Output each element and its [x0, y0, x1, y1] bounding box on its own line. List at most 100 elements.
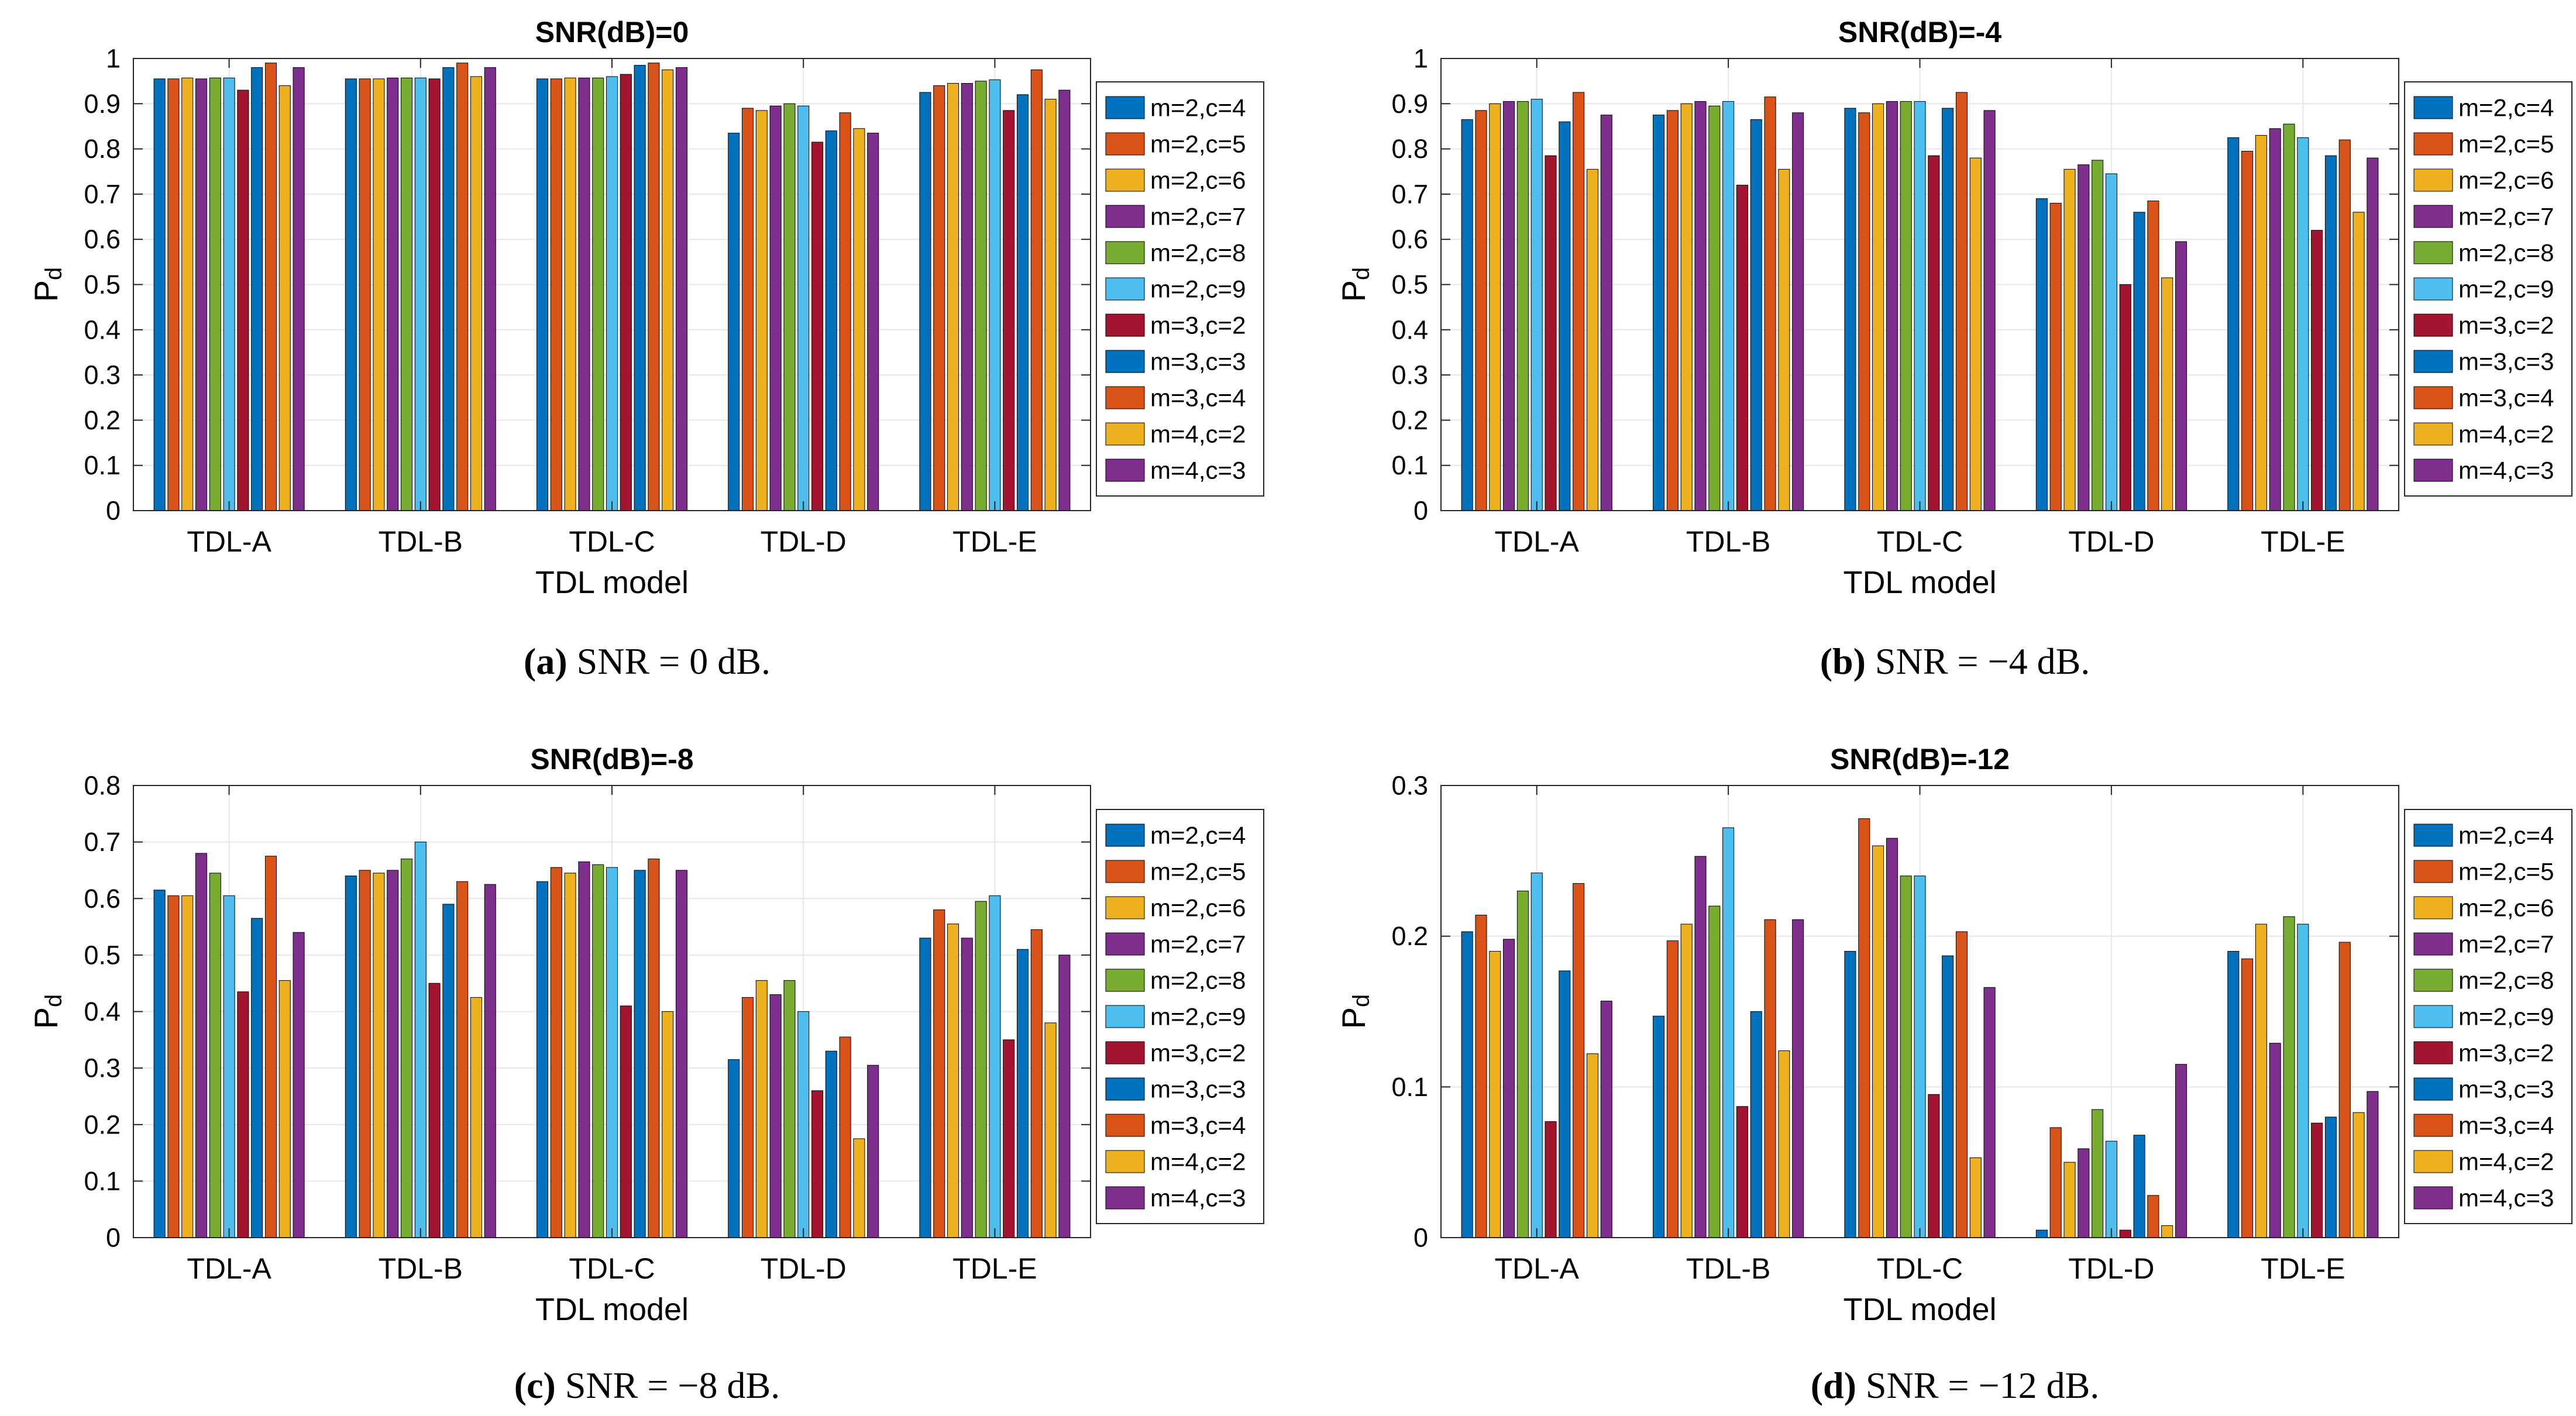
legend-label: m=2,c=9 — [2458, 275, 2554, 303]
bar-m-2-c-6-TDL-B — [373, 78, 385, 511]
bar-m-4-c-3-TDL-A — [293, 67, 305, 511]
bar-m-2-c-7-TDL-E — [961, 938, 973, 1238]
bar-m-2-c-9-TDL-B — [414, 842, 427, 1238]
y-tick-label: 0.7 — [1391, 179, 1428, 209]
bar-m-2-c-4-TDL-D — [728, 133, 740, 511]
bar-m-2-c-4-TDL-A — [1461, 119, 1473, 511]
bar-m-2-c-8-TDL-A — [209, 77, 221, 511]
x-tick-label-TDL-A: TDL-A — [187, 525, 271, 558]
bar-m-4-c-2-TDL-D — [853, 128, 865, 511]
legend-swatch-m-2-c-6 — [1105, 168, 1145, 192]
legend-label: m=2,c=4 — [2458, 822, 2554, 849]
bar-m-2-c-7-TDL-D — [2078, 1148, 2090, 1238]
legend-swatch-m-4-c-3 — [1105, 459, 1145, 482]
bar-m-3-c-4-TDL-D — [839, 112, 851, 511]
bar-m-2-c-5-TDL-D — [742, 997, 754, 1238]
y-tick-label: 0.8 — [1391, 134, 1428, 164]
bar-m-3-c-3-TDL-E — [1016, 949, 1029, 1238]
bar-m-4-c-2-TDL-E — [1044, 1022, 1057, 1238]
y-tick-label: 0.1 — [1391, 1072, 1428, 1102]
legend-swatch-m-2-c-7 — [1105, 205, 1145, 228]
legend-swatch-m-3-c-3 — [1105, 1077, 1145, 1101]
panel-caption: (a) SNR = 0 dB. — [524, 640, 771, 682]
legend-swatch-m-2-c-7 — [2413, 932, 2453, 956]
bar-m-2-c-8-TDL-D — [2092, 160, 2104, 511]
bar-m-3-c-4-TDL-B — [1764, 97, 1776, 511]
legend-label: m=2,c=5 — [2458, 130, 2554, 158]
x-tick-label-TDL-B: TDL-B — [379, 1252, 463, 1285]
bar-m-2-c-8-TDL-D — [783, 103, 796, 511]
bar-m-2-c-8-TDL-E — [975, 81, 987, 511]
bar-m-2-c-5-TDL-D — [742, 108, 754, 511]
bar-m-2-c-6-TDL-D — [2063, 168, 2076, 511]
legend-swatch-m-2-c-8 — [1105, 241, 1145, 264]
legend-label: m=3,c=3 — [2458, 348, 2554, 375]
y-tick-label: 0 — [106, 496, 121, 526]
legend-swatch-m-2-c-7 — [1105, 932, 1145, 956]
bar-m-2-c-4-TDL-E — [2227, 950, 2240, 1238]
bar-m-2-c-5-TDL-C — [1858, 112, 1870, 511]
bar-m-2-c-4-TDL-B — [345, 78, 357, 511]
bar-m-4-c-2-TDL-C — [662, 1011, 674, 1238]
legend-swatch-m-4-c-2 — [2413, 422, 2453, 446]
bar-m-2-c-6-TDL-D — [755, 110, 768, 511]
bar-m-4-c-3-TDL-C — [675, 67, 687, 511]
y-tick-label: 0.7 — [84, 179, 121, 209]
bar-m-2-c-4-TDL-D — [728, 1059, 740, 1238]
bar-m-2-c-8-TDL-C — [1900, 876, 1912, 1238]
legend-label: m=4,c=3 — [2458, 457, 2554, 484]
bar-m-2-c-5-TDL-E — [933, 909, 945, 1238]
legend-swatch-m-3-c-2 — [1105, 1041, 1145, 1064]
bar-m-2-c-4-TDL-A — [153, 78, 166, 511]
legend-label: m=3,c=3 — [1150, 348, 1246, 375]
bar-m-3-c-3-TDL-C — [634, 870, 646, 1238]
bar-m-2-c-9-TDL-C — [1914, 876, 1926, 1238]
legend-swatch-m-4-c-3 — [1105, 1186, 1145, 1210]
bar-m-2-c-4-TDL-E — [919, 938, 931, 1238]
y-tick-label: 0.3 — [1391, 360, 1428, 390]
bar-m-2-c-7-TDL-B — [1694, 856, 1707, 1238]
bar-m-3-c-4-TDL-B — [456, 881, 469, 1238]
chart-panel-1: 0 0.1 0.2 0.3 0.4 0.5 0.6 0.7 0.8 0.9 1 TDL-A TDL-B T… — [27, 16, 1264, 682]
legend-swatch-m-3-c-3 — [1105, 350, 1145, 373]
bar-m-3-c-3-TDL-B — [1750, 119, 1762, 511]
y-tick-label: 0.8 — [84, 134, 121, 164]
x-tick-label-TDL-D: TDL-D — [761, 1252, 847, 1285]
bar-m-3-c-3-TDL-C — [1942, 108, 1954, 511]
bar-m-2-c-8-TDL-D — [783, 980, 796, 1238]
legend-swatch-m-3-c-3 — [2413, 350, 2453, 373]
bar-m-2-c-8-TDL-D — [2092, 1109, 2104, 1238]
x-tick-label-TDL-B: TDL-B — [1686, 1252, 1770, 1285]
legend-swatch-m-2-c-4 — [2413, 96, 2453, 119]
bar-m-3-c-4-TDL-A — [264, 856, 277, 1238]
panel-caption: (b) SNR = −4 dB. — [1820, 640, 2090, 682]
legend-label: m=2,c=8 — [1150, 967, 1246, 994]
bar-m-2-c-8-TDL-A — [1516, 101, 1529, 511]
legend: m=2,c=4 m=2,c=5 m=2,c=6 m=2,c=7 m=2,c=8 m=2,c… — [1096, 81, 1264, 497]
bar-m-2-c-5-TDL-C — [1858, 818, 1870, 1238]
bar-m-4-c-2-TDL-A — [278, 85, 291, 511]
bar-m-3-c-3-TDL-A — [1559, 121, 1571, 511]
bar-m-2-c-4-TDL-C — [536, 78, 549, 511]
bar-m-3-c-3-TDL-B — [442, 904, 455, 1238]
bar-m-3-c-2-TDL-B — [1736, 184, 1748, 511]
legend-label: m=2,c=6 — [1150, 167, 1246, 194]
bar-m-3-c-2-TDL-A — [1545, 1121, 1557, 1238]
bar-m-3-c-3-TDL-D — [2133, 212, 2145, 511]
bar-m-3-c-2-TDL-B — [428, 78, 441, 511]
bar-m-2-c-7-TDL-C — [578, 861, 590, 1238]
bar-m-4-c-2-TDL-A — [1586, 1053, 1598, 1238]
legend-swatch-m-2-c-5 — [1105, 860, 1145, 883]
legend-label: m=2,c=9 — [1150, 1003, 1246, 1031]
bar-m-4-c-3-TDL-A — [1600, 1000, 1612, 1238]
bar-m-2-c-6-TDL-E — [2255, 924, 2267, 1238]
bar-m-2-c-6-TDL-C — [1872, 103, 1884, 511]
bar-m-2-c-9-TDL-C — [1914, 101, 1926, 511]
legend-label: m=4,c=2 — [1150, 421, 1246, 448]
bar-m-2-c-5-TDL-D — [2049, 1127, 2062, 1238]
bar-m-3-c-2-TDL-E — [1003, 1039, 1015, 1238]
bar-m-2-c-7-TDL-A — [195, 853, 208, 1238]
chart-panel-4: 0 0.1 0.2 0.3 TDL-A TDL-B TDL-C TDL-D TDL-E SNR(d… — [1335, 743, 2572, 1406]
y-axis-label: Pd — [1335, 267, 1375, 302]
bar-m-2-c-8-TDL-A — [209, 873, 221, 1238]
